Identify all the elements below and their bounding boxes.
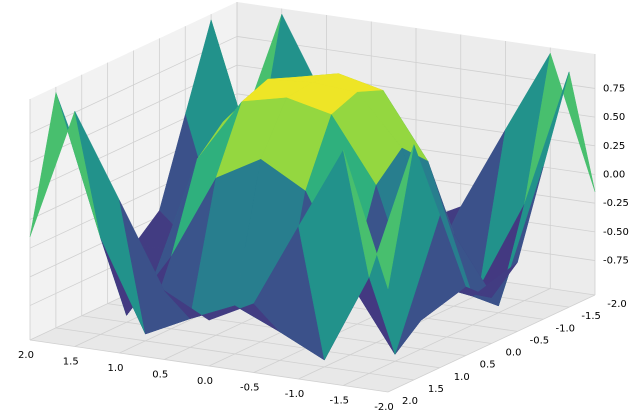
y-tick-label: 2.0 [402,396,418,407]
y-tick-label: -2.0 [607,299,627,310]
y-tick-label: -1.0 [555,323,575,334]
y-tick-label: -1.5 [581,311,601,322]
z-tick-label: -0.25 [603,198,629,209]
y-tick-label: 1.5 [428,384,444,395]
grid-line [55,327,414,381]
z-tick-label: 0.25 [603,141,625,152]
x-tick-label: 1.0 [108,363,124,374]
y-tick-label: 1.0 [454,372,470,383]
x-tick-label: 0.0 [197,376,213,387]
x-tick-label: 1.5 [63,357,79,368]
z-tick-label: 0.50 [603,112,625,123]
z-tick-label: 0.00 [603,170,625,181]
x-tick-label: 0.5 [152,370,168,381]
grid-line [29,339,389,393]
z-tick-label: 0.75 [603,83,625,94]
y-tick-label: 0.5 [480,360,496,371]
surface-patch [343,144,415,289]
z-tick-label: -0.75 [603,256,629,267]
x-tick-label: -2.0 [374,402,394,413]
x-tick-label: 2.0 [18,350,34,361]
y-tick-label: -0.5 [530,335,550,346]
x-tick-label: -1.5 [329,396,349,407]
z-tick-label: -0.50 [603,227,629,238]
x-tick-label: -0.5 [240,383,260,394]
x-tick-label: -1.0 [285,389,305,400]
y-tick-label: 0.0 [506,348,522,359]
